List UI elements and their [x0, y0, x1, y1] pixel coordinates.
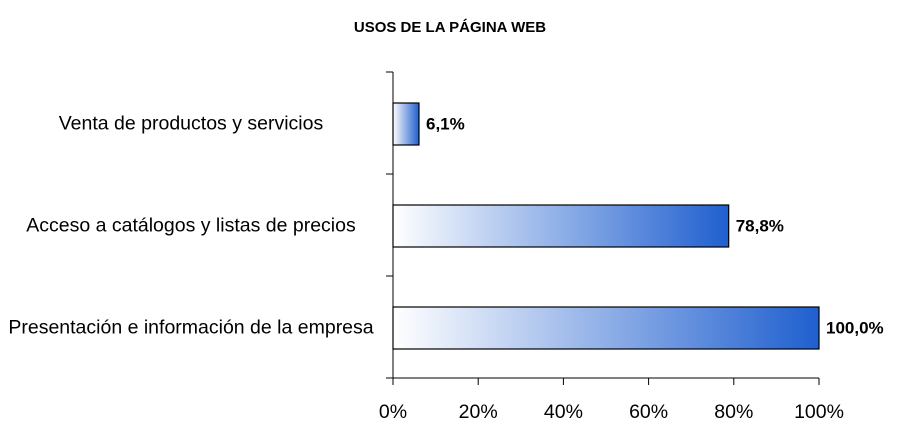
category-label: Venta de productos y servicios	[58, 112, 324, 135]
value-label: 100,0%	[826, 318, 884, 337]
x-tick-label: 60%	[629, 401, 668, 423]
bar	[392, 204, 730, 248]
x-tick-label: 100%	[794, 401, 844, 423]
x-tick-label: 0%	[379, 401, 407, 423]
value-label: 78,8%	[736, 216, 784, 235]
x-tick-label: 80%	[714, 401, 753, 423]
bar	[392, 306, 820, 350]
x-tick-label: 20%	[459, 401, 498, 423]
category-label: Presentación e información de la empresa	[8, 316, 374, 339]
x-tick-label: 40%	[544, 401, 583, 423]
chart-title: USOS DE LA PÁGINA WEB	[354, 19, 546, 36]
value-label: 6,1%	[426, 114, 465, 133]
category-label: Acceso a catálogos y listas de precios	[26, 214, 356, 237]
bar	[392, 102, 420, 146]
